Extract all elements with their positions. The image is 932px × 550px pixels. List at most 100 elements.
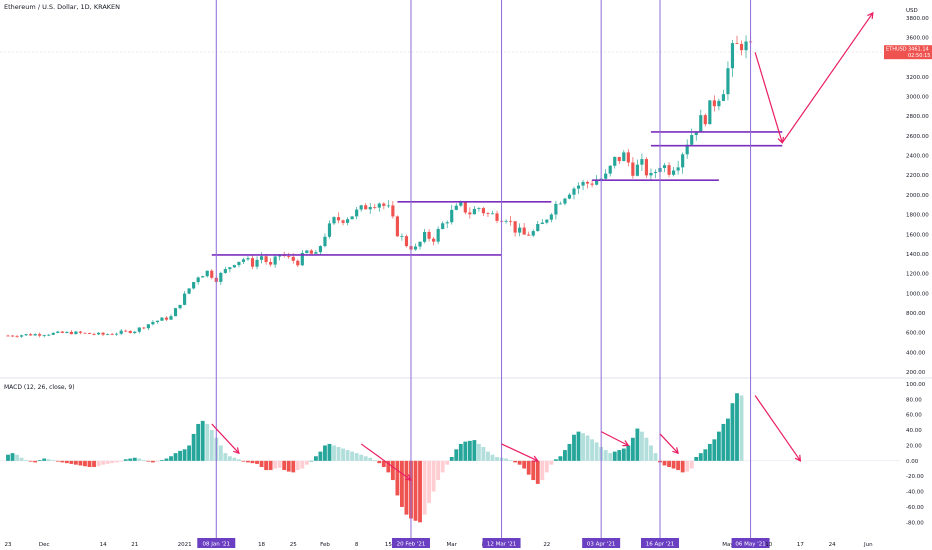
histogram-bar — [671, 460, 676, 469]
histogram-bar — [69, 460, 74, 464]
candle-body — [735, 43, 739, 44]
x-tick-label: 25 — [290, 542, 297, 548]
candle — [133, 331, 137, 335]
x-tick-label: 18 — [258, 542, 265, 548]
histogram-bar — [268, 460, 273, 471]
candle-body — [554, 203, 558, 215]
histogram-bar — [87, 460, 92, 467]
x-tick-label: Dec — [39, 542, 50, 548]
candle-body — [513, 221, 517, 233]
y-tick-label: 1800.00 — [906, 213, 929, 219]
histogram-bar — [55, 460, 60, 462]
candle — [69, 330, 73, 335]
histogram-bar — [259, 460, 264, 467]
candle-body — [373, 207, 377, 208]
candle-body — [350, 216, 354, 220]
histogram-bar — [200, 420, 205, 461]
histogram-bar — [223, 453, 228, 461]
candle — [201, 275, 205, 278]
event-date-badge — [197, 538, 236, 548]
candle-body — [581, 181, 585, 186]
candle — [255, 256, 259, 270]
candle — [332, 216, 336, 226]
event-date-label: 03 Apr '21 — [587, 542, 616, 548]
candle — [490, 210, 495, 215]
macd-title: MACD (12, 26, close, 9) — [4, 384, 75, 391]
candle-body — [377, 203, 381, 208]
histogram-bar — [132, 457, 137, 461]
price-tag-bg — [884, 45, 932, 60]
candle — [626, 149, 630, 167]
candle-body — [246, 258, 250, 260]
price-tag-countdown: 02:50:15 — [908, 53, 930, 59]
histogram-bar — [377, 460, 382, 464]
histogram-bar — [241, 460, 246, 462]
candle-body — [42, 335, 46, 337]
candle — [454, 203, 458, 211]
histogram-bar — [218, 445, 223, 461]
candle-body — [142, 327, 146, 329]
candle-body — [110, 334, 114, 336]
y-tick-label: 3800.00 — [906, 16, 929, 22]
candle — [495, 210, 499, 224]
candle — [78, 330, 83, 335]
histogram-bar — [205, 423, 210, 461]
candle-body — [318, 246, 323, 253]
candle-body — [595, 180, 599, 185]
histogram-bar — [345, 450, 350, 461]
x-axis: 23 Dec 14 21 2021 08 Jan '21 18 25 Feb 8 15 20 Feb … — [5, 538, 873, 548]
candle-body — [65, 331, 69, 333]
histogram-bar — [187, 445, 192, 461]
arrow-head — [531, 455, 539, 462]
candle-body — [590, 183, 594, 185]
candle-body — [445, 222, 449, 224]
candle — [436, 226, 440, 245]
histogram-bar — [28, 460, 33, 462]
histogram-bar — [400, 460, 404, 507]
x-tick-label: Feb — [320, 542, 330, 548]
histogram-bar — [486, 451, 490, 461]
histogram-bar — [726, 418, 730, 461]
candle — [676, 160, 680, 175]
candle — [205, 270, 209, 278]
candle — [554, 200, 558, 220]
candle — [391, 200, 395, 219]
histogram-bar — [549, 460, 554, 465]
candle-body — [74, 331, 78, 335]
candle-body — [441, 223, 445, 229]
candle — [173, 307, 178, 317]
x-tick-label: 2021 — [178, 542, 192, 548]
arrow-head — [794, 454, 802, 462]
histogram-bar — [458, 443, 463, 461]
candle-body — [305, 250, 309, 253]
histogram-bar — [716, 431, 721, 461]
histogram-bar — [150, 460, 155, 463]
candle — [51, 332, 55, 336]
histogram-bar — [137, 458, 142, 461]
candle — [359, 204, 363, 212]
candle — [341, 219, 345, 226]
candle — [558, 201, 562, 205]
candle — [481, 206, 486, 217]
candle — [735, 35, 739, 45]
candle — [450, 204, 454, 225]
histogram-bar — [291, 460, 296, 473]
histogram-bar — [46, 459, 51, 461]
candle-body — [617, 156, 621, 162]
candle — [228, 267, 232, 273]
candle-body — [291, 256, 295, 261]
candle-body — [192, 282, 196, 289]
candle-body — [662, 165, 667, 168]
candle — [681, 152, 685, 174]
histogram-bar — [395, 460, 400, 496]
candle-body — [558, 203, 562, 205]
candle-body — [133, 331, 137, 333]
candle — [38, 332, 42, 338]
candle-body — [364, 205, 368, 210]
candle-body — [463, 202, 467, 213]
histogram-bar — [567, 443, 572, 461]
candle — [445, 220, 449, 228]
histogram-bar — [689, 460, 694, 469]
candle-body — [223, 269, 227, 273]
candle — [708, 100, 712, 125]
